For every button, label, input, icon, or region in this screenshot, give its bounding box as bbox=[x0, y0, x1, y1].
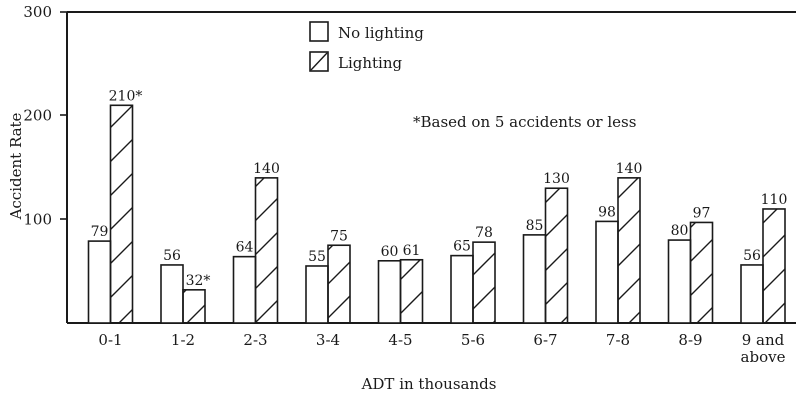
bar-no-lighting bbox=[232, 255, 257, 324]
data-label-no-lighting: 56 bbox=[163, 248, 181, 264]
bar-no-lighting bbox=[522, 234, 547, 324]
x-tick-label: above bbox=[741, 348, 786, 366]
legend: No lighting Lighting bbox=[309, 21, 424, 72]
data-label-no-lighting: 64 bbox=[236, 240, 254, 256]
data-label-lighting: 78 bbox=[475, 225, 493, 241]
bar-lighting bbox=[617, 177, 641, 324]
y-tick-label: 200 bbox=[23, 107, 52, 125]
x-tick-label: 7-8 bbox=[606, 331, 630, 349]
bar-lighting bbox=[327, 244, 351, 324]
footnote-annotation: *Based on 5 accidents or less bbox=[413, 113, 636, 131]
data-label-no-lighting: 98 bbox=[598, 204, 616, 220]
data-label-lighting: 210* bbox=[109, 88, 143, 104]
data-label-lighting: 130 bbox=[543, 171, 570, 187]
data-label-lighting: 32* bbox=[186, 273, 211, 289]
legend-swatch-no-lighting bbox=[309, 21, 329, 42]
data-label-no-lighting: 80 bbox=[671, 223, 689, 239]
bar-lighting bbox=[544, 187, 569, 324]
bar-lighting bbox=[762, 208, 786, 324]
bar-no-lighting bbox=[377, 259, 402, 324]
y-axis-title: Accident Rate bbox=[7, 112, 25, 220]
bar-no-lighting bbox=[667, 239, 692, 324]
x-tick-label: 5-6 bbox=[461, 331, 485, 349]
data-label-no-lighting: 85 bbox=[526, 218, 544, 234]
data-label-lighting: 140 bbox=[616, 161, 643, 177]
data-label-no-lighting: 55 bbox=[308, 249, 326, 265]
bar-no-lighting bbox=[87, 240, 112, 324]
x-tick-label: 3-4 bbox=[316, 331, 340, 349]
bar-lighting bbox=[109, 104, 134, 324]
bar-no-lighting bbox=[595, 220, 619, 324]
data-label-lighting: 97 bbox=[693, 205, 711, 221]
data-label-no-lighting: 60 bbox=[381, 244, 399, 260]
x-tick-label: 2-3 bbox=[243, 331, 267, 349]
bar-lighting bbox=[689, 221, 714, 324]
bar-no-lighting bbox=[450, 254, 474, 324]
x-tick-label: 1-2 bbox=[171, 331, 195, 349]
data-label-no-lighting: 65 bbox=[453, 239, 471, 255]
x-tick-label: 8-9 bbox=[678, 331, 702, 349]
y-tick-labels: 100 200 300 bbox=[23, 3, 52, 228]
x-tick-label: 0-1 bbox=[98, 331, 122, 349]
x-tick-label: 6-7 bbox=[533, 331, 557, 349]
bar-lighting bbox=[182, 289, 206, 324]
y-tick-label: 100 bbox=[23, 210, 52, 228]
data-label-lighting: 61 bbox=[403, 243, 421, 259]
bars bbox=[87, 104, 786, 324]
legend-label-lighting: Lighting bbox=[338, 54, 403, 72]
legend-label-no-lighting: No lighting bbox=[338, 24, 424, 42]
data-label-lighting: 140 bbox=[253, 161, 280, 177]
bar-no-lighting bbox=[160, 264, 184, 324]
x-tick-label: 4-5 bbox=[388, 331, 412, 349]
bar-lighting bbox=[399, 258, 424, 324]
bar-lighting bbox=[254, 177, 279, 324]
data-label-lighting: 110 bbox=[761, 192, 788, 208]
bar-no-lighting bbox=[740, 264, 764, 324]
bar-lighting bbox=[472, 241, 496, 324]
y-tick-label: 300 bbox=[23, 3, 52, 21]
legend-hatch-line bbox=[310, 52, 328, 71]
x-tick-label: 9 and bbox=[742, 331, 785, 349]
data-label-no-lighting: 79 bbox=[91, 224, 109, 240]
x-axis-title: ADT in thousands bbox=[361, 375, 497, 393]
data-label-no-lighting: 56 bbox=[743, 248, 761, 264]
bar-no-lighting bbox=[305, 265, 329, 324]
data-label-lighting: 75 bbox=[330, 228, 348, 244]
